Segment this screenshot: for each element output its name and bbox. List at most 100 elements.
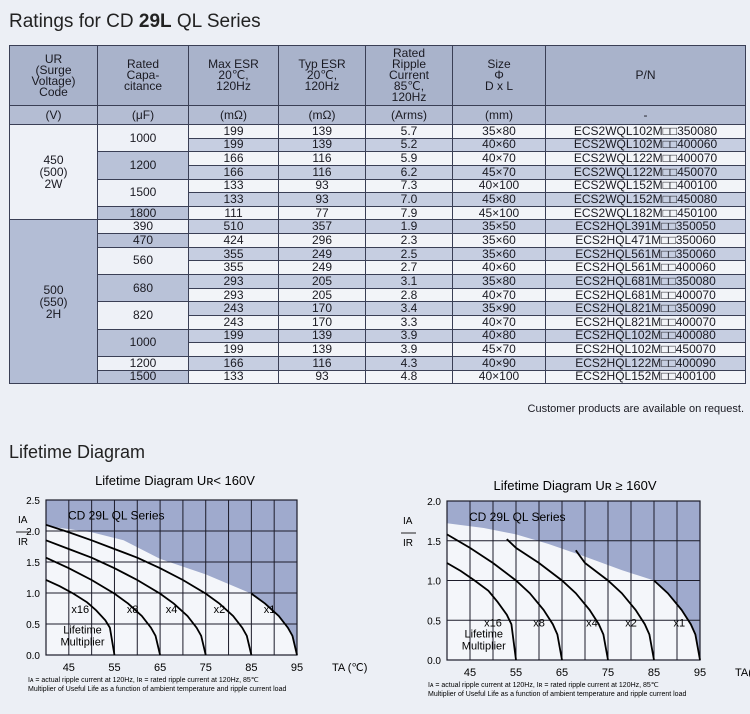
title-text: Ratings for CD bbox=[9, 11, 139, 32]
series-name-label: CD 29L QL Series bbox=[68, 509, 165, 523]
column-header-line: Φ bbox=[494, 68, 504, 82]
footnote: Multiplier of Useful Life as a function … bbox=[428, 691, 686, 698]
x-tick-label: 65 bbox=[556, 667, 568, 679]
capacitance-cell: 1000 bbox=[97, 123, 189, 153]
table-row: 1200 166 116 5.9 40×70 ECS2WQL122M□□400070 bbox=[10, 151, 746, 180]
ratings-table: UR (Surge Voltage) Code Rated Capa-citance Max… bbox=[9, 45, 746, 385]
y-tick-label: 1.5 bbox=[427, 537, 441, 548]
size-cell: 45×70 bbox=[452, 342, 546, 357]
unit-cell: (μF) bbox=[97, 105, 189, 125]
max-esr-cell: 510 bbox=[188, 219, 279, 235]
curve-label: x4 bbox=[166, 604, 178, 616]
column-header-line: 120Hz bbox=[304, 79, 340, 93]
column-header-line: (Surge bbox=[35, 62, 72, 77]
typ-esr-cell: 205 bbox=[278, 274, 366, 289]
typ-esr-cell: 116 bbox=[278, 151, 366, 166]
curve-label: x1 bbox=[264, 604, 276, 616]
units-row: (V) (μF) (mΩ) (mΩ) (Arms) (mm) - bbox=[9, 105, 746, 125]
max-esr-cell: 293 bbox=[188, 287, 279, 303]
size-cell: 45×100 bbox=[452, 205, 546, 221]
typ-esr-cell: 93 bbox=[278, 178, 366, 194]
part-number-cell: ECS2HQL561M□□400060 bbox=[545, 260, 746, 276]
column-header: Typ ESR 20℃, 120Hz bbox=[278, 45, 366, 106]
lifetime-curve-x4 bbox=[506, 538, 609, 661]
table-row: 500 (550) 2H 390 510 357 1.9 35×50 ECS2HQL391M□□… bbox=[9, 219, 746, 385]
lifetime-curve-x8 bbox=[446, 533, 563, 661]
table-row: 133 93 7.0 45×80 ECS2WQL152M□□450080 bbox=[10, 192, 746, 207]
curve-label: x8 bbox=[533, 618, 545, 630]
voltage-code-line: (550) bbox=[39, 294, 68, 309]
plot-frame bbox=[45, 499, 298, 656]
ripple-current-cell: 4.8 bbox=[365, 369, 453, 385]
size-cell: 35×80 bbox=[452, 274, 546, 289]
capacitance-cell: 1000 bbox=[97, 328, 189, 357]
lifetime-multiplier-label: Multiplier bbox=[462, 641, 506, 653]
ripple-current-cell: 3.9 bbox=[365, 328, 453, 344]
table-row: 199 139 3.9 45×70 ECS2HQL102M□□450070 bbox=[10, 342, 746, 357]
column-header-line: Size bbox=[487, 57, 511, 71]
x-axis-label: TA(℃) bbox=[735, 667, 750, 679]
size-cell: 35×60 bbox=[452, 233, 546, 248]
max-esr-cell: 133 bbox=[188, 369, 279, 385]
x-tick-label: 65 bbox=[154, 662, 166, 674]
max-esr-cell: 166 bbox=[188, 164, 279, 180]
ripple-current-cell: 3.3 bbox=[365, 314, 453, 330]
capacitance-cell: 1800 bbox=[97, 205, 189, 221]
lifetime-curve-x1 bbox=[250, 592, 298, 656]
typ-esr-cell: 170 bbox=[278, 314, 366, 330]
size-cell: 35×80 bbox=[452, 124, 546, 139]
size-cell: 45×70 bbox=[452, 164, 546, 180]
safe-operating-shade bbox=[46, 500, 297, 655]
title-text-suffix: QL Series bbox=[171, 11, 261, 32]
part-number-cell: ECS2HQL152M□□400100 bbox=[545, 369, 746, 385]
max-esr-cell: 199 bbox=[188, 328, 279, 344]
table-row: 680 293 205 3.1 35×80 ECS2HQL681M□□350080 bbox=[10, 274, 746, 303]
unit-cell: (mΩ) bbox=[188, 105, 279, 125]
ripple-current-cell: 3.9 bbox=[365, 342, 453, 357]
typ-esr-cell: 139 bbox=[278, 124, 366, 139]
curve-label: x8 bbox=[127, 604, 139, 616]
typ-esr-cell: 139 bbox=[278, 342, 366, 357]
table-row: 166 116 6.2 45×70 ECS2WQL122M□□450070 bbox=[10, 164, 746, 180]
part-number-cell: ECS2HQL561M□□350060 bbox=[545, 246, 746, 262]
voltage-code-line: 500 bbox=[43, 282, 64, 297]
typ-esr-cell: 170 bbox=[278, 301, 366, 316]
part-number-cell: ECS2HQL681M□□350080 bbox=[545, 274, 746, 289]
column-header-line: Ripple bbox=[391, 57, 427, 71]
ripple-current-cell: 3.1 bbox=[365, 274, 453, 289]
ripple-current-cell: 5.7 bbox=[365, 124, 453, 139]
column-header-line: 120Hz bbox=[216, 79, 251, 93]
column-header-line: 20℃, bbox=[218, 68, 249, 82]
x-tick-label: 85 bbox=[245, 662, 257, 674]
y-tick-label: 2.5 bbox=[26, 496, 40, 507]
column-header-line: Typ ESR bbox=[298, 57, 346, 71]
max-esr-cell: 355 bbox=[188, 246, 279, 262]
plot-frame bbox=[446, 500, 701, 661]
typ-esr-cell: 93 bbox=[278, 192, 366, 207]
x-tick-label: 95 bbox=[694, 667, 706, 679]
capacitance-cell: 1200 bbox=[97, 355, 189, 371]
footnote: Iᴀ = actual ripple current at 120Hz, Iʀ … bbox=[428, 682, 659, 689]
max-esr-cell: 199 bbox=[188, 137, 279, 153]
part-number-cell: ECS2HQL102M□□400080 bbox=[545, 328, 746, 344]
column-header-line: Rated bbox=[126, 57, 160, 71]
column-header-line: P/N bbox=[635, 68, 656, 82]
column-header-line: Code bbox=[39, 84, 68, 99]
ripple-current-cell: 7.0 bbox=[365, 192, 453, 207]
column-header-line: Capa- bbox=[126, 68, 160, 82]
y-tick-label: 0.0 bbox=[26, 651, 40, 662]
x-tick-label: 75 bbox=[602, 667, 614, 679]
y-tick-label: 0.0 bbox=[427, 656, 441, 667]
ripple-current-cell: 2.5 bbox=[365, 246, 453, 262]
ripple-current-cell: 2.7 bbox=[365, 260, 453, 276]
column-header-line: Max ESR bbox=[208, 57, 259, 71]
column-header-line: 120Hz bbox=[391, 90, 427, 104]
capacitance-cell: 1500 bbox=[97, 369, 189, 385]
y-tick-label: 2.0 bbox=[26, 527, 40, 538]
voltage-code-cell: 500 (550) 2H bbox=[9, 219, 98, 385]
max-esr-cell: 199 bbox=[188, 342, 279, 357]
lifetime-curve-x16 bbox=[446, 562, 517, 661]
typ-esr-cell: 249 bbox=[278, 260, 366, 276]
lifetime-chart-above-160v: Lifetime Diagram Uʀ ≥ 160V 0.0 0.5 1.0 1.5 2.… bbox=[401, 478, 750, 698]
size-cell: 40×100 bbox=[452, 178, 546, 194]
